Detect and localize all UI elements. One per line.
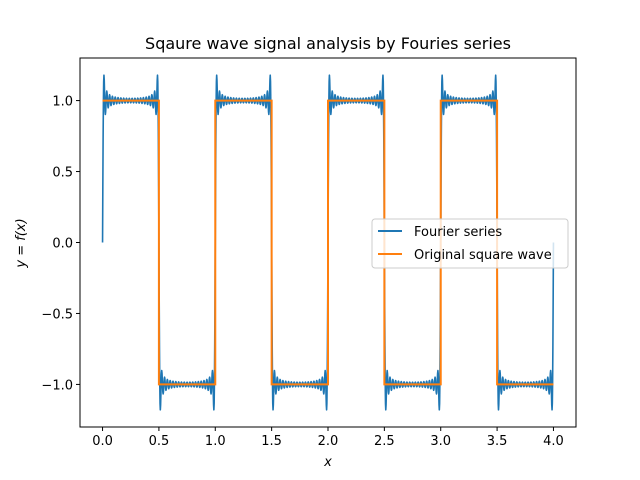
y-tick-label: 0.5	[52, 166, 73, 181]
x-tick-label: 2.0	[318, 434, 339, 449]
series-layer	[101, 74, 555, 411]
x-axis: 0.0 0.5 1.0 1.5 2.0 2.5 3.0 3.5 4.0	[92, 427, 564, 449]
legend-label-fourier: Fourier series	[414, 225, 502, 240]
legend-label-square: Original square wave	[414, 248, 552, 263]
x-tick-label: 1.5	[261, 434, 282, 449]
x-tick-label: 1.0	[205, 434, 226, 449]
chart-title: Sqaure wave signal analysis by Fouries s…	[145, 34, 511, 53]
series-line-square	[102, 99, 554, 386]
x-tick-label: 3.0	[430, 434, 451, 449]
y-tick-label: −1.0	[41, 378, 73, 393]
x-tick-label: 3.5	[487, 434, 508, 449]
y-axis: −1.0 −0.5 0.0 0.5 1.0	[41, 95, 80, 393]
x-tick-label: 2.5	[374, 434, 395, 449]
y-axis-label: y = f(x)	[14, 218, 29, 268]
y-tick-label: −0.5	[41, 307, 73, 322]
x-axis-label: x	[323, 455, 332, 470]
y-tick-label: 0.0	[52, 237, 73, 252]
legend: Fourier series Original square wave	[371, 218, 569, 269]
x-tick-label: 0.0	[92, 434, 113, 449]
x-tick-label: 0.5	[149, 434, 170, 449]
y-tick-label: 1.0	[52, 95, 73, 110]
x-tick-label: 4.0	[543, 434, 564, 449]
legend-box	[371, 218, 569, 269]
